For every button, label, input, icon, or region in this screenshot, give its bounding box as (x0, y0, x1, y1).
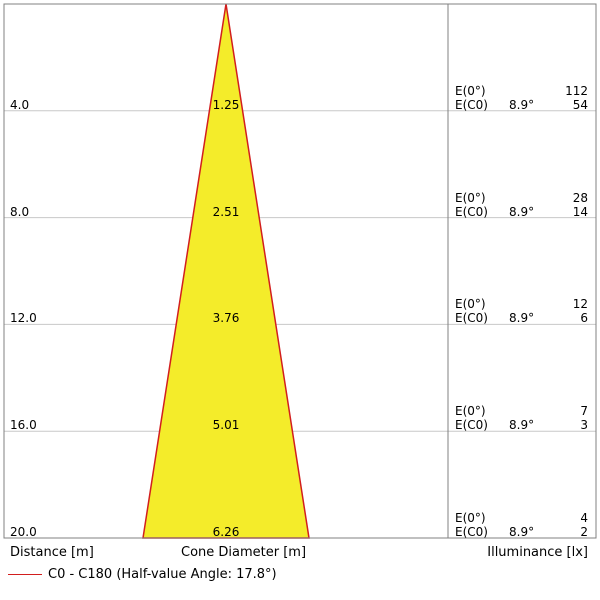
plot-frame (3, 3, 597, 539)
illuminance-center-name: E(0°) (455, 190, 486, 205)
legend-label: C0 - C180 (Half-value Angle: 17.8°) (48, 566, 277, 582)
illuminance-c0-value: 2 (580, 525, 588, 539)
illuminance-c0-value: 6 (580, 311, 588, 326)
distance-label: 12.0 (10, 311, 37, 326)
distance-axis-title: Distance [m] (10, 545, 94, 560)
illuminance-c0-name: E(C0) (455, 97, 488, 112)
illuminance-center-value: 12 (572, 297, 588, 312)
illuminance-c0-name: E(C0) (455, 418, 488, 433)
illuminance-center-name: E(0°) (455, 83, 486, 98)
half-angle-label: 8.9° (509, 204, 535, 219)
distance-label: 8.0 (10, 204, 30, 219)
legend-line-swatch (8, 573, 42, 575)
cone-c0-c180 (142, 3, 310, 539)
illuminance-center-value: 112 (565, 83, 588, 98)
illuminance-c0-name: E(C0) (455, 525, 488, 539)
illuminance-center-name: E(0°) (455, 511, 486, 525)
half-angle-label: 8.9° (509, 97, 535, 112)
cone-diameter-label: 2.51 (212, 204, 240, 219)
illuminance-center-value: 28 (572, 190, 588, 205)
illuminance-center-value: 4 (580, 511, 588, 525)
illuminance-axis-title: Illuminance [lx] (487, 545, 588, 560)
illuminance-center-value: 7 (580, 404, 588, 419)
distance-label: 4.0 (10, 97, 30, 112)
illuminance-center-name: E(0°) (455, 297, 486, 312)
illuminance-c0-value: 14 (572, 204, 588, 219)
distance-label: 20.0 (10, 525, 37, 539)
half-angle-label: 8.9° (509, 418, 535, 433)
legend: C0 - C180 (Half-value Angle: 17.8°) (8, 566, 277, 582)
cone-diameter-label: 5.01 (212, 418, 240, 433)
illuminance-center-name: E(0°) (455, 404, 486, 419)
illuminance-c0-value: 3 (580, 418, 588, 433)
illuminance-c0-name: E(C0) (455, 311, 488, 326)
cone-diameter-label: 6.26 (212, 525, 240, 539)
half-angle-label: 8.9° (509, 311, 535, 326)
illuminance-c0-name: E(C0) (455, 204, 488, 219)
cone-diameter-label: 3.76 (212, 311, 240, 326)
cone-diameter-label: 1.25 (212, 97, 240, 112)
cone-diameter-axis-title: Cone Diameter [m] (181, 545, 307, 560)
distance-label: 16.0 (10, 418, 37, 433)
illuminance-c0-value: 54 (572, 97, 588, 112)
half-angle-label: 8.9° (509, 525, 535, 539)
